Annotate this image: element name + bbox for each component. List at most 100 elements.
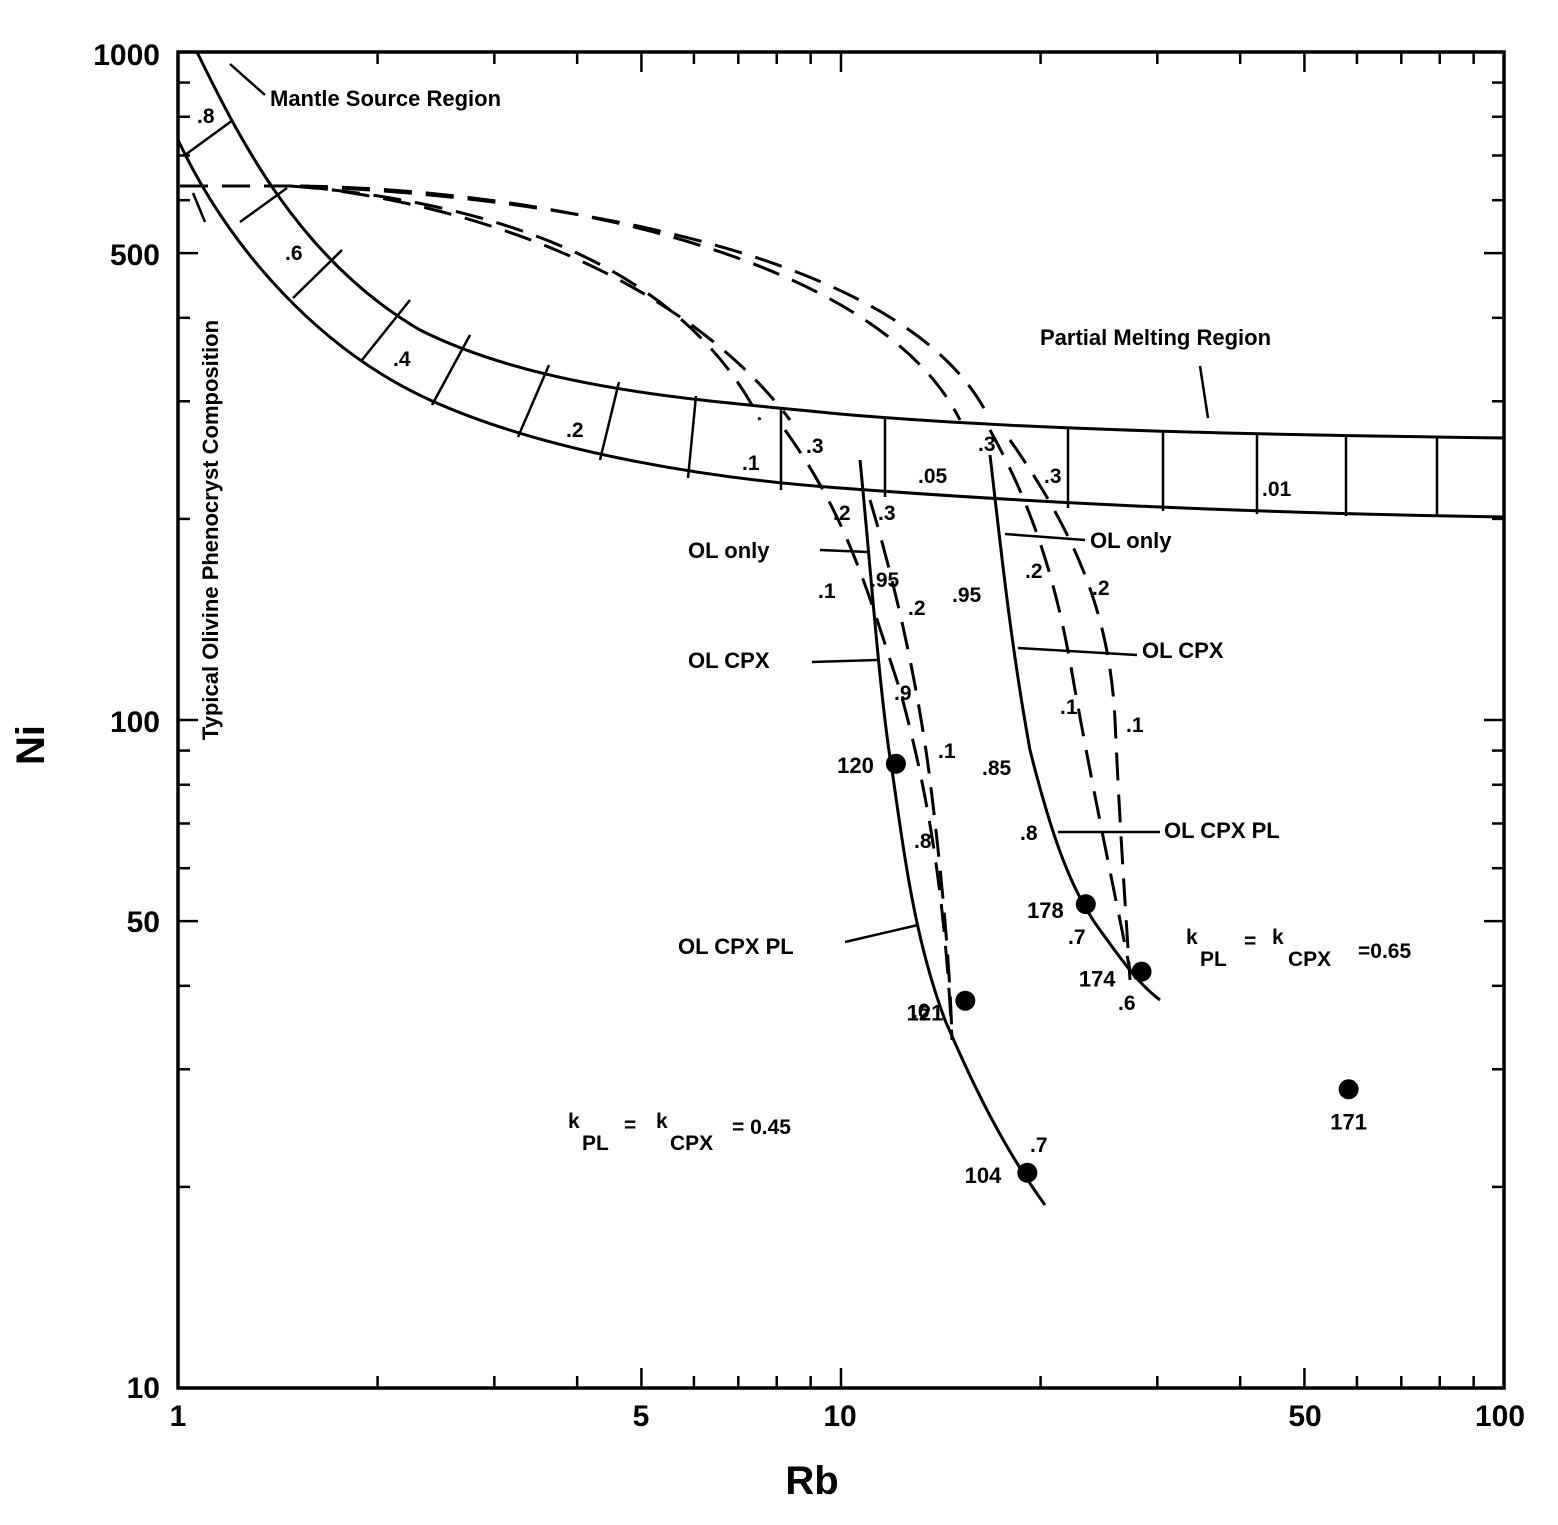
- fraction-label: .95: [870, 569, 900, 592]
- plot-frame: [176, 50, 1506, 1390]
- fraction-label: .3: [806, 435, 824, 458]
- ol-only-label-left: OL only: [688, 538, 770, 563]
- fraction-label: .8: [914, 830, 932, 853]
- k-value: =0.65: [1358, 940, 1411, 963]
- fraction-label: .3: [878, 502, 896, 525]
- sample-point: [1131, 961, 1152, 982]
- k-symbol: k: [1272, 926, 1284, 949]
- band-divider: [184, 118, 234, 157]
- k-symbol: k: [656, 1110, 668, 1133]
- y-tick-label: 10: [127, 1372, 160, 1405]
- sample-point: [1017, 1162, 1038, 1183]
- melt-fraction-label: .1: [742, 452, 760, 475]
- band-divider: [292, 249, 343, 299]
- fraction-label: .6: [912, 1000, 930, 1023]
- fraction-label: .1: [938, 740, 956, 763]
- band-divider: [361, 299, 411, 361]
- ol-cpx-label-left: OL CPX: [688, 648, 770, 673]
- sample-points: 120 121 104 178 174 171: [837, 753, 1367, 1188]
- dashed-curve: [299, 184, 962, 421]
- mantle-arrow: [229, 63, 266, 96]
- k-subscript: PL: [1200, 948, 1227, 971]
- dashed-curve: [289, 184, 762, 421]
- x-tick-labels: 1 5 10 50 100: [170, 1400, 1525, 1433]
- x-axis-title: Rb: [785, 1459, 838, 1503]
- fraction-label: .9: [894, 682, 912, 705]
- k-subscript: PL: [582, 1132, 609, 1155]
- y-tick-labels: 10 50 100 500 1000: [93, 39, 160, 1405]
- y-axis-title: Ni: [9, 725, 53, 765]
- fraction-label: .8: [1020, 822, 1038, 845]
- fraction-label: .7: [1030, 1134, 1048, 1157]
- k-subscript: CPX: [670, 1132, 713, 1155]
- olivine-arrow: [191, 192, 207, 223]
- melting-band-dividers: [184, 118, 1439, 517]
- partial-melting-label: Partial Melting Region: [1040, 325, 1271, 350]
- sample-label: 174: [1079, 967, 1116, 992]
- fraction-label: .3: [1044, 465, 1062, 488]
- ol-cpx-leader-right: [1017, 646, 1138, 657]
- k-label-high: k PL = k CPX =0.65: [1186, 926, 1411, 971]
- fraction-label: .2: [908, 597, 926, 620]
- fraction-label: .3: [978, 433, 996, 456]
- sample-label: 121: [907, 1001, 944, 1026]
- x-tick-label: 50: [1288, 1400, 1321, 1433]
- olivine-composition-label: Typical Olivine Phenocryst Composition: [198, 320, 223, 740]
- ol-cpx-pl-leader: [844, 923, 919, 944]
- dashed-model-curves: [180, 184, 1132, 1041]
- fraction-label: .1: [1060, 696, 1078, 719]
- sample-label: 120: [837, 753, 874, 778]
- sample-point: [885, 753, 906, 774]
- fraction-label: .2: [1092, 577, 1110, 600]
- x-tick-label: 1: [170, 1400, 187, 1433]
- dashed-lower-curve: [988, 429, 1132, 971]
- ol-cpx-pl-label-left: OL CPX PL: [678, 934, 794, 959]
- fraction-label: .1: [1126, 714, 1144, 737]
- y-tick-label: 1000: [93, 39, 160, 72]
- ol-cpx-pl-label-right: OL CPX PL: [1164, 818, 1280, 843]
- sample-label: 171: [1330, 1109, 1367, 1134]
- leader-lines: [191, 63, 1210, 944]
- minor-ticks: [178, 52, 1504, 1388]
- x-tick-label: 5: [633, 1400, 650, 1433]
- dashed-curve: [299, 184, 792, 421]
- band-divider: [686, 395, 698, 479]
- dashed-right-curve: [1008, 439, 1132, 981]
- fraction-label: .6: [1118, 992, 1136, 1015]
- partial-melting-arrow: [1198, 365, 1210, 419]
- dashed-curve: [299, 184, 992, 421]
- melt-fraction-label: .01: [1262, 478, 1292, 501]
- dashed-mid-curve: [868, 499, 954, 1041]
- fractionation-curve-045: [858, 459, 1047, 1206]
- k-symbol: k: [1186, 926, 1198, 949]
- y-tick-label: 500: [110, 239, 160, 272]
- melt-fraction-label: .6: [285, 242, 303, 265]
- ol-only-label-right: OL only: [1090, 528, 1172, 553]
- melt-fraction-label: .2: [566, 419, 584, 442]
- k-symbol: k: [568, 1110, 580, 1133]
- y-tick-label: 100: [110, 706, 160, 739]
- x-tick-label: 10: [823, 1400, 856, 1433]
- y-tick-label: 50: [127, 906, 160, 939]
- fraction-label: .85: [982, 757, 1012, 780]
- k-equals: =: [1244, 930, 1256, 953]
- band-divider: [430, 334, 472, 406]
- dashed-lower-curve: [783, 429, 954, 1041]
- sample-label: 104: [965, 1163, 1002, 1188]
- band-divider: [598, 381, 621, 461]
- k-equals: =: [624, 1114, 636, 1137]
- sample-point: [1075, 894, 1096, 915]
- ol-only-leader-right: [1004, 532, 1086, 542]
- sample-point: [1338, 1079, 1359, 1100]
- fraction-label: .2: [833, 502, 851, 525]
- sample-point: [955, 990, 976, 1011]
- fraction-label: .7: [1068, 926, 1086, 949]
- lower-envelope-curve: [176, 139, 1505, 519]
- ol-cpx-leader: [811, 658, 878, 664]
- k-label-low: k PL = k CPX = 0.45: [568, 1110, 791, 1155]
- band-divider: [239, 186, 288, 224]
- fraction-label: .1: [818, 580, 836, 603]
- fraction-label: .2: [1025, 560, 1043, 583]
- melt-fraction-label: .05: [918, 465, 948, 488]
